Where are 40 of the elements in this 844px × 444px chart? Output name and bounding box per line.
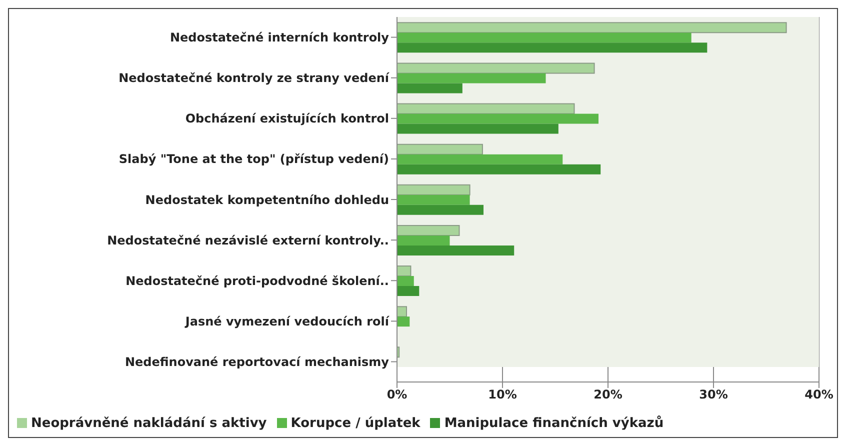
y-tick-label: Nedostatečné kontroly ze strany vedení [118, 71, 390, 86]
bar [397, 124, 558, 134]
bar [397, 235, 450, 246]
x-tick-label: 20% [594, 388, 622, 402]
bar [397, 245, 514, 256]
bar [397, 83, 462, 94]
bar [397, 306, 407, 318]
bar [397, 286, 420, 296]
y-tick-label: Slabý "Tone at the top" (přístup vedení) [118, 152, 389, 166]
y-tick-label: Nedostatečné nezávislé externí kontroly.. [107, 233, 389, 248]
bar [397, 154, 563, 164]
y-tick-label: Nedostatečné proti-podvodné školení.. [126, 274, 389, 288]
y-tick-label: Nedostatečné interních kontroly [170, 30, 390, 45]
bar [397, 316, 410, 327]
x-tick-label: 10% [488, 388, 517, 402]
bar [397, 114, 599, 124]
bar [397, 204, 484, 215]
bar [397, 276, 414, 286]
y-tick-label: Jasné vymezení vedoucích rolí [184, 314, 390, 328]
x-tick-label: 30% [699, 388, 728, 402]
bar [397, 22, 787, 34]
x-tick-label: 0% [386, 388, 408, 402]
bar [397, 42, 708, 53]
bar [397, 224, 460, 236]
bar [397, 164, 601, 174]
bar [397, 194, 470, 205]
bar [397, 62, 595, 74]
bar [397, 184, 470, 196]
legend-label: Korupce / úplatek [290, 416, 420, 431]
legend-label: Neoprávněné nakládání s aktivy [31, 416, 267, 431]
x-tick-label: 40% [804, 388, 834, 402]
bar [397, 32, 692, 43]
bar [397, 103, 575, 114]
y-tick-label: Nedostatek kompetentního dohledu [145, 192, 389, 207]
bar [397, 144, 483, 155]
y-tick-label: Obcházení existujících kontrol [185, 112, 389, 126]
bar [397, 266, 412, 277]
legend-label: Manipulace finančních výkazů [444, 416, 664, 431]
y-tick-label: Nedefinované reportovací mechanismy [124, 354, 390, 369]
bar [397, 73, 546, 84]
